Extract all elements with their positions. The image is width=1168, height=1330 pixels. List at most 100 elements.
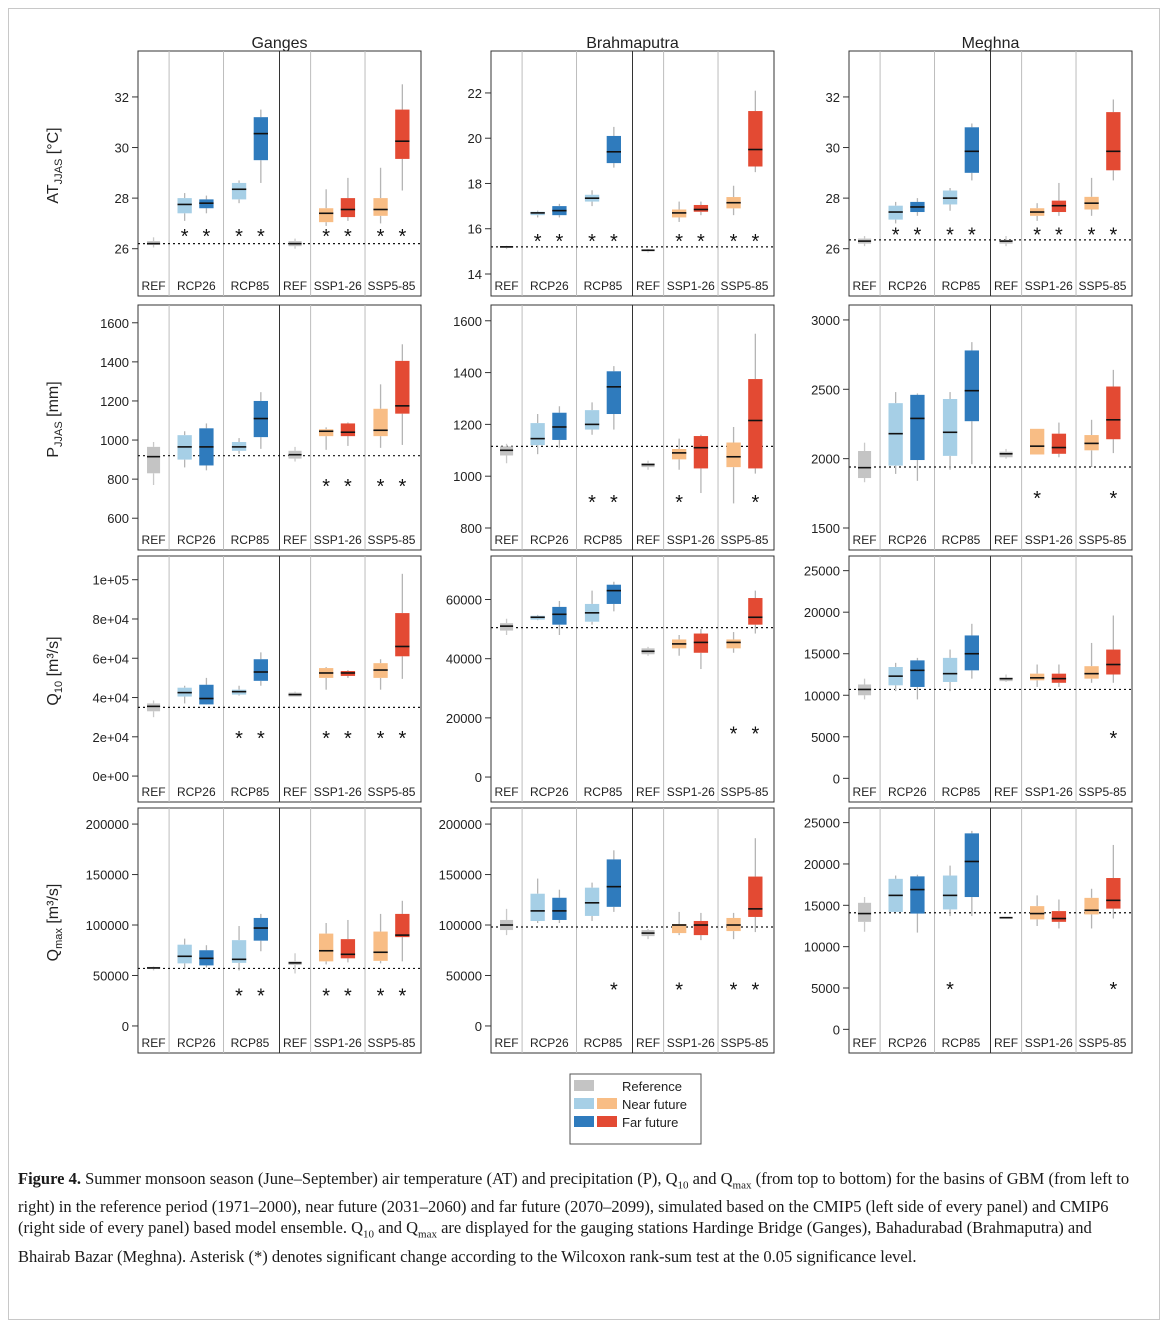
y-tick-label: 800 (460, 521, 482, 536)
row-label-sub: JJAS (53, 421, 65, 447)
box-iqr (373, 198, 388, 216)
box-iqr (552, 897, 567, 920)
significance-asterisk: * (946, 979, 954, 1001)
significance-asterisk: * (322, 476, 330, 498)
box-iqr (530, 893, 545, 921)
y-tick-label: 0 (833, 771, 840, 786)
x-category-label: SSP5-85 (367, 1036, 415, 1050)
legend: Reference Near future Far future (569, 1073, 702, 1145)
row-label-main: Q (45, 693, 62, 705)
x-category-label: SSP5-85 (720, 533, 768, 547)
y-tick-label: 1200 (100, 394, 129, 409)
y-tick-label: 2000 (811, 452, 840, 467)
panel-r1-c2: 1500 2000 2500 3000 REF RCP26 RCP85 REF SSP1-26 S… (811, 304, 1133, 551)
x-category-label: RCP85 (231, 1036, 270, 1050)
significance-asterisk: * (398, 476, 406, 498)
panel-r3-c2: 0 5000 10000 15000 20000 25000 REF RCP26 RCP85 RE… (804, 807, 1133, 1054)
x-category-label: SSP5-85 (720, 785, 768, 799)
x-category-label: RCP26 (530, 533, 569, 547)
caption-label: Figure 4. (18, 1169, 81, 1188)
y-tick-label: 18 (468, 176, 482, 191)
box-iqr (318, 933, 334, 962)
box-iqr (693, 920, 709, 936)
panel-r0-c2: 26 28 30 32 REF RCP26 RCP85 REF SSP1-26 SSP5-85 * *… (826, 50, 1133, 297)
y-tick-label: 20000 (804, 605, 840, 620)
y-tick-label: 16 (468, 222, 482, 237)
y-tick-label: 100000 (86, 918, 129, 933)
y-tick-label: 50000 (446, 968, 482, 983)
box-iqr (942, 399, 958, 456)
box-iqr (373, 408, 388, 437)
y-tick-label: 10000 (804, 940, 840, 955)
x-category-label: REF (142, 785, 166, 799)
x-category-label: REF (636, 785, 660, 799)
x-category-label: RCP26 (177, 279, 216, 293)
box-iqr (693, 204, 709, 212)
x-category-label: RCP85 (231, 279, 270, 293)
row-label-unit: [mm] (45, 381, 62, 421)
significance-asterisk: * (377, 728, 385, 750)
y-tick-label: 0 (475, 1019, 482, 1034)
box-iqr (147, 446, 161, 474)
y-tick-label: 1500 (811, 521, 840, 536)
y-tick-label: 15000 (804, 898, 840, 913)
box-iqr (748, 379, 763, 469)
y-tick-label: 28 (826, 191, 840, 206)
x-category-label: RCP26 (888, 785, 927, 799)
box-iqr (552, 606, 567, 625)
y-tick-label: 0e+00 (92, 769, 129, 784)
panel-r3-c0: 0 50000 100000 150000 200000 REF RCP26 RCP85 REF… (86, 807, 422, 1054)
box-iqr (231, 182, 247, 200)
y-tick-label: 5000 (811, 981, 840, 996)
y-tick-label: 8e+04 (92, 612, 129, 627)
panel-r0-c0: 26 28 30 32 REF RCP26 RCP85 REF SSP1-26 SSP5-85 * *… (115, 50, 422, 297)
panel-r1-c0: 600 800 1000 1200 1400 1600 REF RCP26 RCP85 REF SS… (100, 304, 422, 551)
y-tick-label: 2500 (811, 382, 840, 397)
caption-text-4: and Q (374, 1218, 419, 1238)
x-category-label: RCP26 (177, 533, 216, 547)
caption-sub-2: max (732, 1179, 752, 1192)
significance-asterisk: * (398, 986, 406, 1008)
caption-text-3: (from top to bottom) for the basins of G… (18, 1169, 1130, 1238)
y-tick-label: 1600 (100, 316, 129, 331)
x-category-label: REF (636, 533, 660, 547)
x-category-label: SSP1-26 (314, 533, 362, 547)
significance-asterisk: * (751, 492, 759, 514)
box-iqr (147, 703, 161, 712)
caption-text-5: are displayed for the gauging stations H… (18, 1218, 1092, 1266)
y-tick-label: 15000 (804, 647, 840, 662)
significance-asterisk: * (1109, 488, 1117, 510)
x-category-label: REF (283, 533, 307, 547)
caption-text-2: and Q (688, 1169, 733, 1188)
x-category-label: SSP5-85 (1078, 533, 1126, 547)
significance-asterisk: * (322, 728, 330, 750)
row-label-1: PJJAS [mm] (45, 381, 65, 457)
row-label-main: Q (45, 949, 62, 961)
significance-asterisk: * (610, 980, 618, 1002)
legend-label: Near future (622, 1097, 687, 1112)
row-label-unit: [°C] (45, 127, 62, 158)
significance-asterisk: * (377, 476, 385, 498)
column-title-brahmaputra: Brahmaputra (586, 35, 679, 52)
y-tick-label: 0 (122, 1019, 129, 1034)
box-iqr (942, 875, 958, 910)
box-iqr (1084, 666, 1099, 679)
x-category-label: SSP5-85 (367, 785, 415, 799)
box-iqr (671, 448, 687, 460)
y-tick-label: 20000 (446, 711, 482, 726)
x-category-label: RCP85 (942, 533, 981, 547)
x-category-label: RCP26 (888, 279, 927, 293)
panel-r2-c1: 0 20000 40000 60000 REF RCP26 RCP85 REF SSP1-26 S… (446, 555, 775, 803)
y-tick-label: 22 (468, 86, 482, 101)
x-category-label: RCP26 (177, 1036, 216, 1050)
y-tick-label: 1600 (453, 314, 482, 329)
x-category-label: SSP1-26 (314, 1036, 362, 1050)
significance-asterisk: * (344, 476, 352, 498)
significance-asterisk: * (257, 728, 265, 750)
significance-asterisk: * (610, 231, 618, 253)
x-category-label: SSP1-26 (667, 533, 715, 547)
figure-caption: Figure 4. Summer monsoon season (June–Se… (18, 1168, 1148, 1267)
x-category-label: REF (636, 1036, 660, 1050)
x-category-label: REF (994, 533, 1018, 547)
